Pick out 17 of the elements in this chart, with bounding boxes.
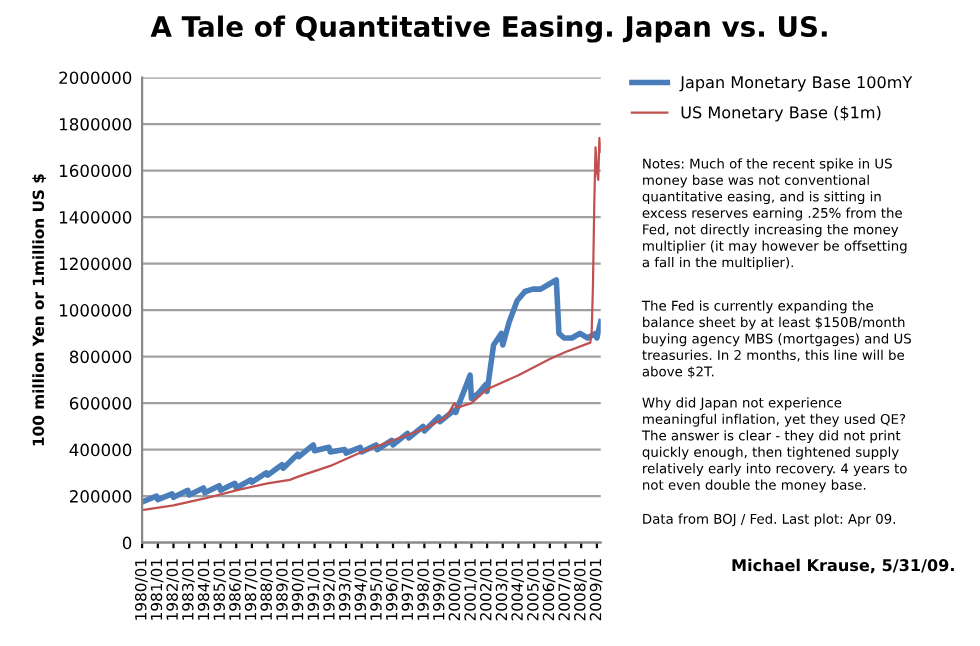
legend-label: US Monetary Base ($1m) bbox=[681, 105, 881, 122]
line-series bbox=[142, 136, 601, 512]
y-tick-label: 1400000 bbox=[59, 211, 132, 224]
y-tick-label: 2000000 bbox=[59, 71, 132, 85]
y-tick-label: 0 bbox=[122, 536, 132, 550]
y-tick-label: 1600000 bbox=[59, 164, 132, 178]
chart-title: A Tale of Quantitative Easing. Japan vs. US. bbox=[150, 15, 827, 43]
y-tick-label: 600000 bbox=[69, 397, 132, 410]
y-tick-label: 1200000 bbox=[59, 257, 132, 271]
legend-label: Japan Monetary Base 100mY bbox=[679, 76, 913, 92]
y-tick-label: 200000 bbox=[69, 490, 132, 503]
line-series bbox=[142, 277, 601, 505]
y-tick-label: 1800000 bbox=[59, 117, 132, 131]
y-tick-label: 1000000 bbox=[59, 304, 132, 317]
text: Michael Krause, 5/31/09. bbox=[732, 558, 954, 574]
y-tick-label: 800000 bbox=[69, 350, 132, 364]
y-tick-label: 400000 bbox=[69, 443, 132, 457]
